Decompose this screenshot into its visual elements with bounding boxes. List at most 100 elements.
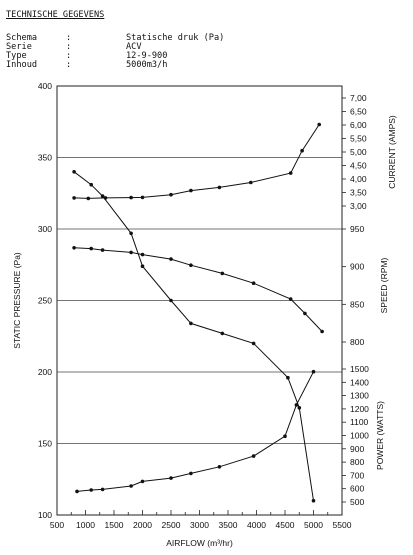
pressure-data-point <box>286 375 290 380</box>
speed-data-point <box>303 311 307 316</box>
current-tick-label: 4,50 <box>350 161 367 171</box>
x-tick-label: 500 <box>50 520 64 530</box>
power-tick-label: 600 <box>350 484 364 494</box>
power-data-point <box>217 465 222 469</box>
current-tick-label: 3,00 <box>350 201 367 211</box>
power-data-point <box>311 369 316 374</box>
y-tick-label: 350 <box>38 153 52 163</box>
x-tick-label: 4500 <box>276 520 295 530</box>
power-tick-label: 1400 <box>350 377 369 387</box>
current-data-point <box>103 196 108 200</box>
y-tick-label: 150 <box>38 439 52 449</box>
spec-value: 5000m3/h <box>126 60 168 70</box>
x-tick-label: 4000 <box>247 520 266 530</box>
power-tick-label: 700 <box>350 470 364 480</box>
spec-sep: : <box>66 51 72 61</box>
speed-data-point <box>251 281 256 286</box>
speed-data-point <box>220 271 225 276</box>
power-data-point <box>294 403 299 407</box>
pressure-series-line <box>73 171 314 501</box>
current-series-line <box>74 124 320 199</box>
speed-data-point <box>189 263 193 268</box>
pressure-data-point <box>140 264 145 269</box>
power-tick-label: 800 <box>350 457 364 467</box>
spec-value: 12-9-900 <box>126 51 168 61</box>
power-tick-label: 1000 <box>350 431 369 441</box>
x-axis-title: AIRFLOW (m³/hr) <box>166 538 233 548</box>
spec-key: Type <box>6 51 27 61</box>
x-tick-label: 2500 <box>162 520 181 530</box>
power-tick-label: 500 <box>350 497 364 507</box>
x-tick-label: 3000 <box>190 520 209 530</box>
current-axis-title: CURRENT (AMPS) <box>387 115 397 189</box>
power-tick-label: 1200 <box>350 404 369 414</box>
power-data-point <box>89 488 93 492</box>
y-tick-label: 100 <box>38 510 52 520</box>
pressure-data-point <box>129 231 133 236</box>
spec-key: Schema <box>6 33 38 43</box>
pressure-data-point <box>100 194 105 198</box>
current-tick-label: 6,50 <box>350 107 367 117</box>
power-data-point <box>140 479 145 484</box>
spec-key: Serie <box>6 42 32 52</box>
speed-data-point <box>140 252 145 257</box>
power-data-point <box>129 484 133 488</box>
y-tick-label: 200 <box>38 367 52 377</box>
y-tick-label: 250 <box>38 296 52 306</box>
speed-data-point <box>288 297 293 301</box>
speed-data-point <box>100 248 105 252</box>
current-tick-label: 5,00 <box>350 147 367 157</box>
current-data-point <box>217 185 222 190</box>
speed-tick-label: 950 <box>350 224 364 234</box>
current-data-point <box>288 171 293 175</box>
pressure-data-point <box>220 331 225 336</box>
x-tick-label: 2000 <box>133 520 152 530</box>
x-tick-label: 5500 <box>333 520 352 530</box>
current-data-point <box>129 195 133 200</box>
pressure-data-point <box>72 170 76 174</box>
power-axis-title: POWER (WATTS) <box>375 401 385 470</box>
power-series-line <box>76 371 314 492</box>
speed-series-line <box>74 247 323 332</box>
current-data-point <box>249 180 253 185</box>
spec-key: Inhoud <box>6 60 38 70</box>
power-tick-label: 1500 <box>350 364 369 374</box>
current-tick-label: 3,50 <box>350 188 367 198</box>
x-tick-label: 3500 <box>219 520 238 530</box>
pressure-data-point <box>169 298 173 303</box>
current-tick-label: 7,00 <box>350 93 367 103</box>
current-data-point <box>140 195 145 200</box>
y-tick-label: 300 <box>38 224 52 234</box>
spec-value: Statische druk (Pa) <box>126 33 225 43</box>
header-title: TECHNISCHE GEGEVENS <box>6 10 105 20</box>
y-tick-label: 400 <box>38 81 52 91</box>
current-data-point <box>300 148 304 153</box>
power-data-point <box>100 487 105 492</box>
power-tick-label: 1300 <box>350 391 369 401</box>
current-data-point <box>189 188 193 193</box>
power-tick-label: 1100 <box>350 417 369 427</box>
speed-data-point <box>320 329 324 334</box>
power-data-point <box>169 476 173 480</box>
speed-data-point <box>72 246 76 250</box>
speed-data-point <box>169 257 173 261</box>
pressure-data-point <box>251 341 256 346</box>
spec-value: ACV <box>126 42 142 52</box>
speed-tick-label: 800 <box>350 337 364 347</box>
current-data-point <box>72 196 76 200</box>
current-data-point <box>317 122 322 127</box>
current-data-point <box>169 192 173 197</box>
pressure-data-point <box>89 182 93 187</box>
current-tick-label: 4,00 <box>350 174 367 184</box>
x-tick-label: 1500 <box>105 520 124 530</box>
speed-data-point <box>89 246 93 251</box>
x-tick-label: 1000 <box>76 520 95 530</box>
power-data-point <box>251 454 256 458</box>
x-tick-label: 5000 <box>304 520 323 530</box>
power-data-point <box>189 471 193 476</box>
spec-sep: : <box>66 33 72 43</box>
y-axis-title: STATIC PRESSURE (Pa) <box>12 252 22 349</box>
speed-data-point <box>129 250 133 255</box>
current-tick-label: 6,00 <box>350 120 367 130</box>
speed-axis-title: SPEED (RPM) <box>379 257 389 313</box>
